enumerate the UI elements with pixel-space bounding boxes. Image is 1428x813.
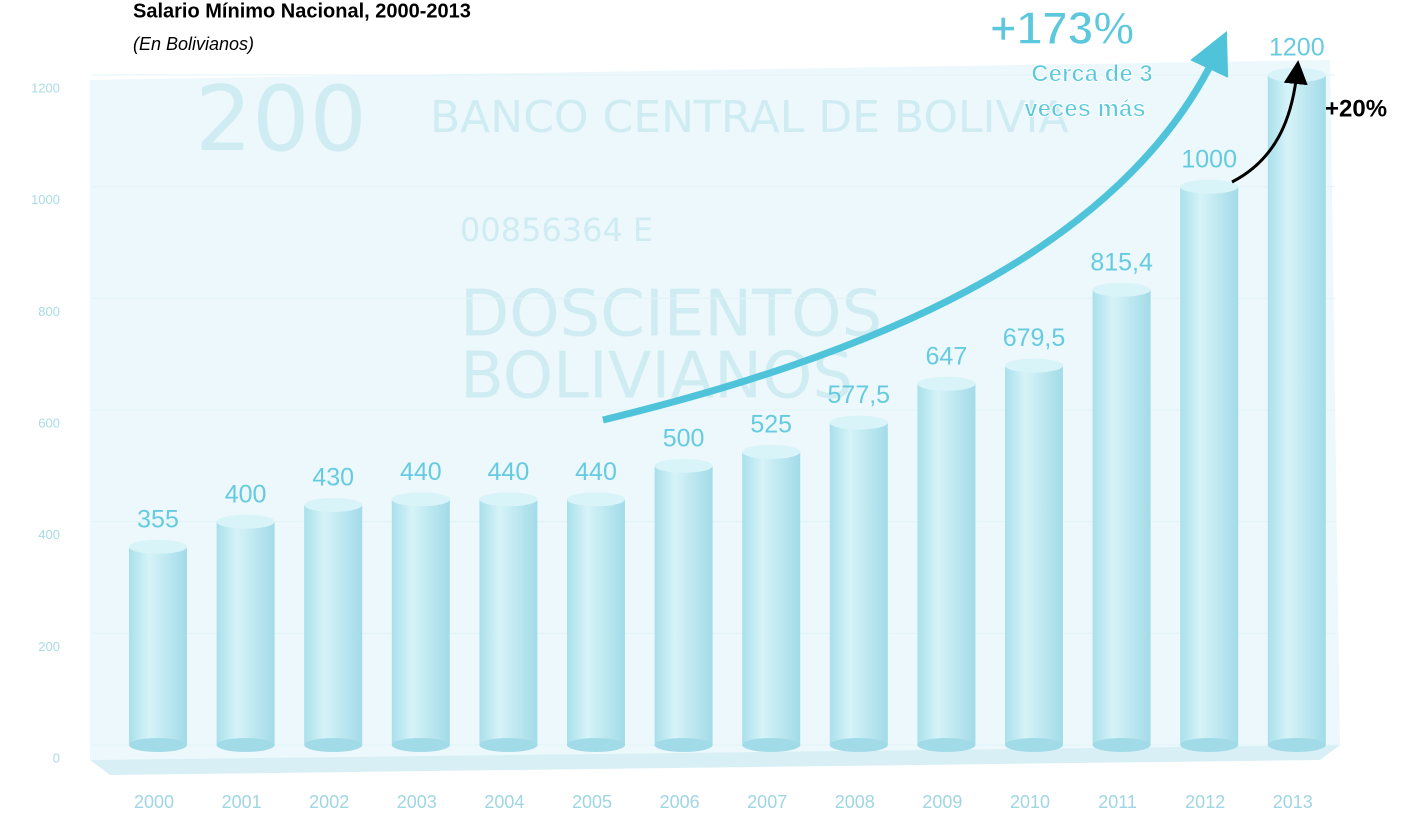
value-label: 577,5 (828, 381, 891, 409)
value-label: 355 (137, 505, 179, 533)
bar (479, 499, 537, 745)
bar-base (1268, 738, 1326, 752)
bar-cap (129, 540, 187, 554)
x-tick-label: 2006 (660, 792, 700, 812)
bar-base (217, 738, 275, 752)
bar-base (392, 738, 450, 752)
value-label: 647 (926, 342, 968, 370)
bar (830, 423, 888, 745)
value-label: 440 (575, 458, 617, 486)
y-tick-label: 600 (38, 415, 60, 430)
bar (742, 452, 800, 745)
bar (392, 499, 450, 745)
value-label: 440 (400, 458, 442, 486)
annotation: +173% (990, 2, 1135, 54)
annotation: veces más (1024, 95, 1145, 122)
bar-cap (479, 492, 537, 506)
bar (129, 547, 187, 745)
bar-base (742, 738, 800, 752)
bar (567, 499, 625, 745)
bar (917, 384, 975, 745)
y-tick-label: 0 (53, 750, 60, 765)
x-tick-label: 2013 (1273, 792, 1313, 812)
bar-cap (1093, 283, 1151, 297)
y-tick-label: 200 (38, 639, 60, 654)
value-label: 500 (663, 424, 705, 452)
bar-cap (830, 416, 888, 430)
annotation: +20% (1325, 95, 1387, 122)
value-label: 430 (312, 464, 354, 492)
bar-cap (304, 498, 362, 512)
background-text: 200 (195, 67, 367, 172)
bar-cap (1005, 359, 1063, 373)
x-tick-label: 2011 (1098, 792, 1137, 812)
background-text: BANCO CENTRAL DE BOLIVIA (430, 92, 1069, 143)
chart-subtitle: (En Bolivianos) (133, 34, 254, 54)
bar-base (304, 738, 362, 752)
bar-cap (217, 515, 275, 529)
bar-cap (742, 445, 800, 459)
value-label: 815,4 (1090, 248, 1153, 276)
x-tick-label: 2012 (1185, 792, 1225, 812)
value-label: 1000 (1181, 145, 1237, 173)
bar-base (479, 738, 537, 752)
bar-cap (917, 377, 975, 391)
chart: 200 BANCO CENTRAL DE BOLIVIA 00856364 E … (0, 0, 1428, 813)
bar-cap (392, 492, 450, 506)
x-tick-label: 2002 (309, 792, 349, 812)
x-tick-label: 2000 (134, 792, 174, 812)
value-label: 1200 (1269, 34, 1325, 62)
value-label: 400 (225, 480, 267, 508)
bar-base (655, 738, 713, 752)
value-label: 679,5 (1003, 324, 1066, 352)
bar-cap (655, 459, 713, 473)
bar (655, 466, 713, 745)
bar-base (1005, 738, 1063, 752)
background-text: BOLIVIANOS (460, 340, 853, 414)
bar-base (1180, 738, 1238, 752)
bar-base (917, 738, 975, 752)
bar-cap (567, 492, 625, 506)
value-label: 525 (750, 410, 792, 438)
y-tick-label: 1200 (31, 80, 60, 95)
bar (304, 505, 362, 745)
y-tick-label: 400 (38, 527, 60, 542)
bar (1093, 290, 1151, 745)
x-tick-label: 2003 (397, 792, 437, 812)
x-tick-label: 2008 (835, 792, 875, 812)
x-tick-label: 2005 (572, 792, 612, 812)
annotation: Cerca de 3 (1031, 60, 1152, 87)
y-tick-label: 1000 (31, 192, 60, 207)
y-tick-label: 800 (38, 304, 60, 319)
chart-title: Salario Mínimo Nacional, 2000-2013 (133, 0, 471, 22)
x-tick-label: 2009 (922, 792, 962, 812)
x-tick-label: 2001 (222, 792, 262, 812)
bar-base (830, 738, 888, 752)
x-tick-label: 2007 (747, 792, 787, 812)
bar-base (1093, 738, 1151, 752)
bar (1180, 187, 1238, 745)
background-text: 00856364 E (460, 211, 653, 249)
bar (217, 522, 275, 745)
x-tick-label: 2004 (484, 792, 524, 812)
bar-cap (1180, 180, 1238, 194)
bar (1268, 75, 1326, 745)
bar-base (567, 738, 625, 752)
x-tick-label: 2010 (1010, 792, 1050, 812)
bar-base (129, 738, 187, 752)
bar (1005, 366, 1063, 745)
value-label: 440 (488, 458, 530, 486)
